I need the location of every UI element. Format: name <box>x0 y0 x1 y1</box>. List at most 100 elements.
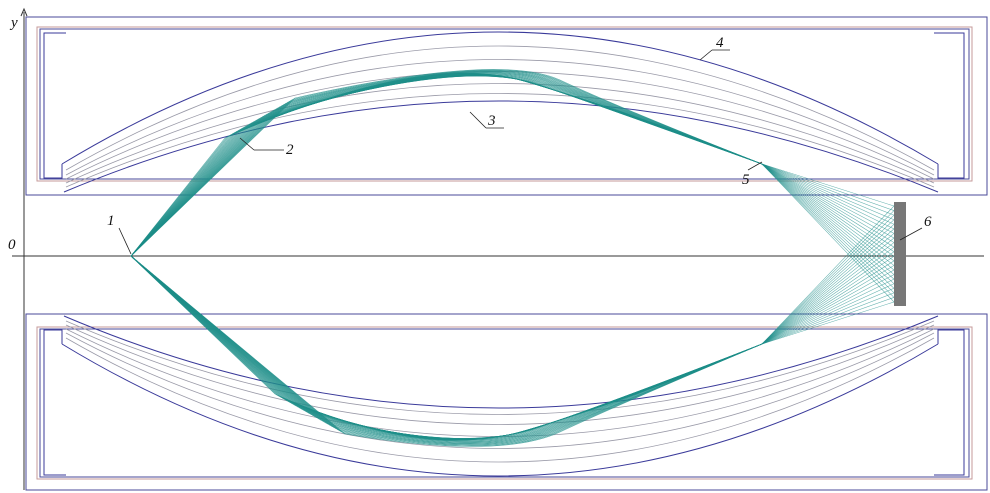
top-electrode <box>25 16 988 196</box>
ray-det-bottom-18 <box>761 288 895 345</box>
bottom-inner-frame <box>36 326 973 480</box>
detector-plate <box>894 202 906 306</box>
bottom-inner-frame-2 <box>39 328 970 478</box>
ray-det-top-4 <box>761 163 895 225</box>
ray-top-16 <box>130 75 763 257</box>
ray-top-22 <box>130 74 763 257</box>
bottom-right-cap <box>934 329 965 476</box>
ray-top-19 <box>130 75 763 257</box>
leader-4 <box>699 49 713 61</box>
leader-2-diag <box>239 137 255 151</box>
y-axis-arrow <box>20 7 28 17</box>
ray-det-bottom-5 <box>761 228 895 345</box>
ray-bottom-8 <box>130 255 763 440</box>
ray-bottom-5 <box>130 255 763 440</box>
ray-det-top-10 <box>761 163 895 252</box>
ray-bottom-6 <box>130 255 763 440</box>
top-contour-1 <box>65 45 935 171</box>
ray-det-bottom-11 <box>761 256 895 345</box>
ray-bottom-16 <box>130 255 763 439</box>
ray-bundle-detector <box>761 163 895 345</box>
leader-3 <box>469 111 487 129</box>
leader-1 <box>118 227 132 255</box>
ray-bottom-21 <box>130 255 763 440</box>
top-contour-5 <box>65 93 935 188</box>
ray-bottom-22 <box>130 255 763 441</box>
ray-det-top-11 <box>761 163 895 257</box>
top-outer-frame <box>25 16 988 196</box>
ray-det-bottom-1 <box>761 210 895 345</box>
ray-bundle-top <box>130 69 763 257</box>
ray-top-7 <box>130 74 763 257</box>
ray-det-top-12 <box>761 163 895 262</box>
bottom-contour-3 <box>65 328 935 437</box>
ray-det-bottom-14 <box>761 269 895 345</box>
ray-det-bottom-10 <box>761 251 895 345</box>
ray-det-bottom-7 <box>761 237 895 345</box>
ray-det-top-17 <box>761 163 895 284</box>
ray-det-bottom-0 <box>761 205 895 345</box>
ray-bottom-4 <box>130 255 763 441</box>
label-6: 6 <box>924 214 932 230</box>
ray-det-top-19 <box>761 163 895 294</box>
ray-det-bottom-3 <box>761 219 895 345</box>
origin-label: 0 <box>8 237 16 253</box>
ray-bottom-29 <box>130 255 763 444</box>
ray-bottom-33 <box>130 255 763 445</box>
ray-top-37 <box>130 69 763 257</box>
top-contour-3 <box>65 71 935 180</box>
label-3: 3 <box>487 113 496 129</box>
ray-det-bottom-16 <box>761 278 895 345</box>
ray-det-top-2 <box>761 163 895 216</box>
ray-bottom-28 <box>130 255 763 443</box>
ray-top-8 <box>130 74 763 257</box>
ray-bottom-3 <box>130 255 763 441</box>
leader-6 <box>899 227 923 241</box>
bottom-contour-2 <box>65 332 935 449</box>
ray-bottom-9 <box>130 255 763 440</box>
bottom-electrode <box>25 313 988 491</box>
ray-bottom-14 <box>130 255 763 439</box>
ray-bottom-13 <box>130 255 763 440</box>
label-5: 5 <box>742 172 750 188</box>
ray-det-bottom-21 <box>761 301 895 345</box>
ray-det-bottom-9 <box>761 246 895 345</box>
ray-bottom-7 <box>130 255 763 440</box>
ray-det-bottom-15 <box>761 274 895 345</box>
ray-det-bottom-12 <box>761 260 895 345</box>
ray-bottom-20 <box>130 255 763 440</box>
ray-det-top-8 <box>761 163 895 243</box>
ray-bottom-26 <box>130 255 763 442</box>
y-axis-label: y <box>9 15 18 31</box>
electrode-3-edge <box>63 100 939 193</box>
ray-det-top-0 <box>761 163 895 207</box>
bottom-electrode-outer-edge <box>61 343 939 477</box>
ray-bottom-30 <box>130 255 763 444</box>
bottom-left-cap <box>43 329 66 476</box>
ray-bottom-27 <box>130 255 763 443</box>
ray-det-top-6 <box>761 163 895 234</box>
ray-det-bottom-13 <box>761 265 895 345</box>
ray-bottom-32 <box>130 255 763 445</box>
ray-det-top-21 <box>761 163 895 303</box>
ray-det-bottom-19 <box>761 292 895 345</box>
ray-det-top-5 <box>761 163 895 230</box>
ray-top-18 <box>130 75 763 257</box>
ray-det-top-1 <box>761 163 895 211</box>
top-right-cap <box>934 32 965 179</box>
ray-det-bottom-4 <box>761 224 895 345</box>
bottom-electrode-inner-edge <box>63 315 939 409</box>
ray-det-top-13 <box>761 163 895 266</box>
ray-bottom-17 <box>130 255 763 439</box>
top-contour-2 <box>65 59 935 176</box>
label-1: 1 <box>107 213 115 229</box>
top-left-cap <box>43 32 66 179</box>
bottom-outer-frame <box>25 313 988 491</box>
label-4: 4 <box>716 35 724 51</box>
ray-bottom-12 <box>130 255 763 440</box>
ray-top-23 <box>130 74 763 257</box>
label-2: 2 <box>286 142 294 158</box>
ray-det-top-7 <box>761 163 895 239</box>
